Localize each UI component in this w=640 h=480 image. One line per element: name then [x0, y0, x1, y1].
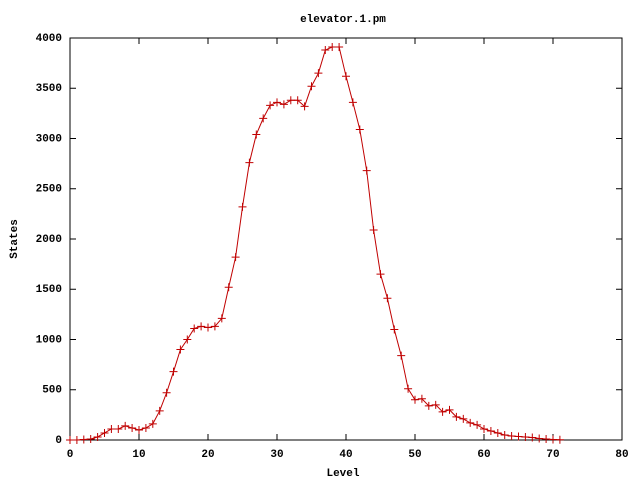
point-marker [507, 431, 516, 440]
point-marker [183, 335, 192, 344]
point-marker [314, 69, 323, 78]
point-marker [162, 388, 171, 397]
x-tick-label: 80 [615, 449, 628, 461]
point-marker [431, 400, 440, 409]
point-marker [114, 424, 123, 433]
point-marker [93, 432, 102, 441]
x-tick-label: 40 [339, 449, 352, 461]
point-marker [197, 322, 206, 331]
point-marker [72, 436, 81, 444]
point-marker [245, 158, 254, 167]
point-marker [224, 283, 233, 292]
point-marker [493, 428, 502, 437]
point-marker [376, 270, 385, 279]
point-marker [424, 401, 433, 410]
x-tick-label: 30 [270, 449, 283, 461]
y-tick-label: 1500 [36, 284, 62, 296]
point-marker [417, 394, 426, 403]
point-marker [300, 102, 309, 111]
point-marker [293, 96, 302, 105]
point-marker [217, 314, 226, 323]
point-marker [549, 435, 557, 444]
point-marker [121, 421, 130, 430]
point-marker [169, 367, 178, 376]
point-marker [535, 434, 544, 443]
point-marker [383, 294, 392, 303]
point-marker [342, 72, 350, 81]
point-marker [86, 434, 95, 443]
point-marker [514, 432, 523, 441]
point-marker [452, 412, 461, 421]
point-marker [390, 325, 399, 334]
x-tick-label: 60 [477, 449, 490, 461]
point-marker [128, 423, 137, 432]
point-marker [148, 419, 157, 428]
point-marker [335, 43, 344, 52]
y-tick-label: 500 [42, 385, 62, 397]
point-marker [107, 424, 116, 433]
y-tick-label: 4000 [36, 33, 62, 45]
chart-title: elevator.1.pm [300, 14, 386, 26]
y-tick-label: 0 [55, 435, 62, 447]
point-marker [473, 420, 482, 429]
y-tick-label: 1000 [36, 334, 62, 346]
point-marker [500, 430, 509, 439]
plot-border [69, 37, 623, 441]
x-tick-label: 70 [546, 449, 559, 461]
point-marker [362, 166, 371, 175]
point-marker [176, 345, 185, 354]
point-marker [355, 125, 364, 134]
point-marker [486, 426, 495, 435]
point-marker [79, 435, 88, 444]
point-marker [521, 432, 530, 441]
y-tick-label: 3000 [36, 133, 62, 145]
point-marker [155, 406, 164, 415]
y-tick-label: 3500 [36, 83, 62, 95]
point-marker [135, 425, 143, 434]
point-marker [555, 435, 564, 444]
point-marker [321, 46, 330, 55]
series-line [70, 46, 560, 441]
point-marker [404, 384, 413, 393]
y-tick-label: 2000 [36, 234, 62, 246]
point-marker [100, 428, 109, 437]
point-marker [231, 253, 240, 262]
x-tick-label: 10 [132, 449, 145, 461]
x-tick-label: 50 [408, 449, 421, 461]
point-marker [279, 100, 288, 109]
x-axis-label: Level [326, 468, 359, 480]
point-marker [252, 130, 261, 139]
x-tick-label: 20 [201, 449, 214, 461]
point-marker [204, 323, 212, 332]
point-marker [210, 322, 219, 331]
point-marker [259, 114, 268, 123]
point-marker [307, 82, 316, 91]
point-marker [438, 407, 447, 416]
point-marker [445, 405, 454, 414]
point-marker [266, 101, 275, 110]
point-marker [190, 324, 199, 333]
point-marker [466, 418, 475, 427]
point-marker [348, 98, 357, 107]
point-marker [66, 436, 74, 444]
point-marker [286, 96, 295, 105]
point-marker [238, 202, 247, 211]
y-axis-label: States [9, 219, 21, 259]
point-marker [542, 434, 551, 443]
point-marker [459, 414, 468, 423]
point-marker [528, 433, 537, 442]
point-marker [480, 424, 488, 433]
point-marker [369, 225, 378, 234]
point-marker [328, 43, 337, 52]
point-marker [141, 423, 150, 432]
y-tick-label: 2500 [36, 184, 62, 196]
point-marker [397, 351, 406, 360]
point-marker [411, 395, 419, 404]
x-tick-label: 0 [67, 449, 74, 461]
point-marker [273, 98, 281, 107]
